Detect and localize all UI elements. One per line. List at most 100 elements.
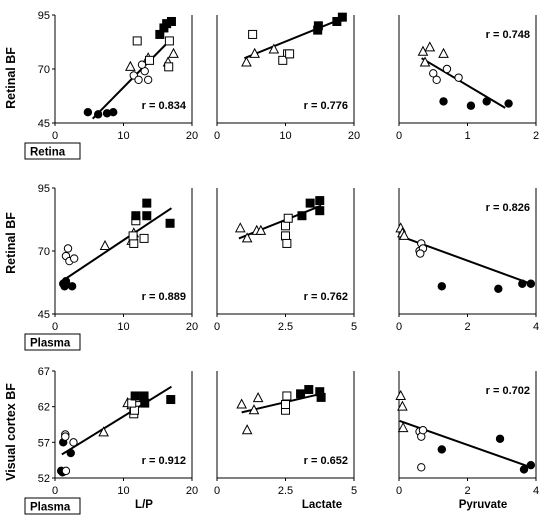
data-point-circle xyxy=(63,244,73,253)
data-point-circle xyxy=(495,434,505,443)
data-point-square xyxy=(139,233,149,243)
data-point-circle xyxy=(442,64,452,74)
x-tick-label: 0 xyxy=(214,321,220,333)
data-point-square xyxy=(313,21,323,31)
x-axis-label: L/P xyxy=(135,499,153,511)
y-tick-label: 70 xyxy=(38,64,50,76)
data-point-circle xyxy=(439,97,448,106)
y-tick-label: 52 xyxy=(38,473,50,485)
data-point-circle xyxy=(526,460,536,470)
scatter-panel-9: 0 2 4 r = 0.702 Pyruvate xyxy=(395,371,539,511)
data-point-circle xyxy=(69,254,79,263)
scatter-panel-5: 0 2.5 5 r = 0.762 xyxy=(214,188,357,333)
row-label-1: Retinal BF xyxy=(4,212,18,274)
regression-line xyxy=(61,207,173,283)
data-point-circle xyxy=(66,448,75,458)
y-tick-label: 70 xyxy=(38,246,50,258)
y-tick-label: 45 xyxy=(38,309,50,321)
data-point-square xyxy=(304,385,314,395)
x-tick-label: 0 xyxy=(396,130,402,142)
sample-label: Plasma xyxy=(30,338,71,350)
data-point-circle xyxy=(454,73,463,82)
data-point-triangle xyxy=(424,41,436,52)
row-label-0: Retinal BF xyxy=(4,47,18,109)
x-tick-label: 2 xyxy=(533,130,539,142)
correlation-label: r = 0.834 xyxy=(142,100,187,112)
x-tick-label: 2 xyxy=(464,485,470,497)
data-point-circle xyxy=(61,277,71,286)
data-point-circle xyxy=(504,99,513,108)
data-point-circle xyxy=(109,108,118,117)
data-point-triangle xyxy=(98,426,109,437)
data-point-square xyxy=(297,211,307,221)
x-tick-label: 4 xyxy=(533,485,539,497)
x-tick-label: 5 xyxy=(351,485,357,497)
data-point-square xyxy=(142,211,152,221)
correlation-label: r = 0.826 xyxy=(486,202,530,214)
sample-label-box xyxy=(24,333,81,351)
x-tick-label: 10 xyxy=(117,485,129,497)
x-tick-label: 0 xyxy=(396,485,402,497)
data-point-square xyxy=(128,231,138,241)
data-point-triangle xyxy=(125,60,136,71)
data-point-triangle xyxy=(419,56,431,67)
scatter-panel-2: 0 10 20 r = 0.776 xyxy=(214,12,360,142)
x-tick-label: 20 xyxy=(348,130,360,142)
data-point-triangle xyxy=(241,232,253,243)
data-point-square xyxy=(166,395,176,405)
data-point-triangle xyxy=(397,400,408,411)
sample-label-box xyxy=(24,142,81,160)
data-point-square xyxy=(145,55,155,65)
x-tick-label: 20 xyxy=(186,321,198,333)
data-point-square xyxy=(131,211,141,221)
data-point-triangle xyxy=(168,47,179,58)
data-point-square xyxy=(281,400,290,410)
data-point-square xyxy=(132,36,142,46)
data-point-triangle xyxy=(236,398,247,409)
data-point-square xyxy=(165,218,175,228)
data-point-circle xyxy=(519,465,529,474)
correlation-label: r = 0.652 xyxy=(304,455,348,467)
data-point-circle xyxy=(417,463,426,472)
data-point-circle xyxy=(494,284,503,293)
x-tick-label: 0 xyxy=(396,321,402,333)
correlation-label: r = 0.889 xyxy=(142,291,186,303)
scatter-panel-4: 0 10 20 45 70 95 r = 0.889 Plasma xyxy=(24,183,198,351)
x-tick-label: 10 xyxy=(279,130,291,142)
data-point-triangle xyxy=(234,222,246,233)
y-tick-label: 62 xyxy=(38,402,50,414)
x-tick-label: 4 xyxy=(533,321,539,333)
data-point-triangle xyxy=(99,239,111,250)
data-point-square xyxy=(278,55,288,65)
y-tick-label: 57 xyxy=(38,437,50,449)
x-tick-label: 0 xyxy=(214,485,220,497)
y-tick-label: 45 xyxy=(38,118,50,130)
regression-line xyxy=(61,385,172,456)
sample-label-box xyxy=(24,497,81,515)
data-point-triangle xyxy=(398,229,410,240)
data-point-circle xyxy=(437,282,447,291)
regression-line xyxy=(238,204,322,240)
data-point-square xyxy=(140,398,150,408)
regression-line xyxy=(421,57,506,109)
data-point-triangle xyxy=(268,43,280,54)
scatter-panel-6: 0 2 4 r = 0.826 xyxy=(395,188,539,333)
data-point-square xyxy=(283,213,293,223)
data-point-circle xyxy=(416,249,425,258)
x-tick-label: 5 xyxy=(351,321,357,333)
data-point-circle xyxy=(143,75,153,85)
scatter-panel-1: 0 10 20 45 70 95 r = 0.834 Retina xyxy=(24,10,198,160)
data-point-square xyxy=(129,238,139,248)
x-tick-label: 2 xyxy=(464,321,470,333)
data-point-square xyxy=(164,62,174,72)
data-point-triangle xyxy=(241,56,252,67)
data-point-circle xyxy=(83,108,93,117)
y-tick-label: 95 xyxy=(38,183,50,195)
y-tick-label: 95 xyxy=(38,10,50,22)
x-tick-label: 10 xyxy=(117,321,129,333)
data-point-square xyxy=(282,391,292,401)
data-point-circle xyxy=(69,438,78,447)
data-point-circle xyxy=(61,466,71,476)
data-point-square xyxy=(285,49,295,59)
